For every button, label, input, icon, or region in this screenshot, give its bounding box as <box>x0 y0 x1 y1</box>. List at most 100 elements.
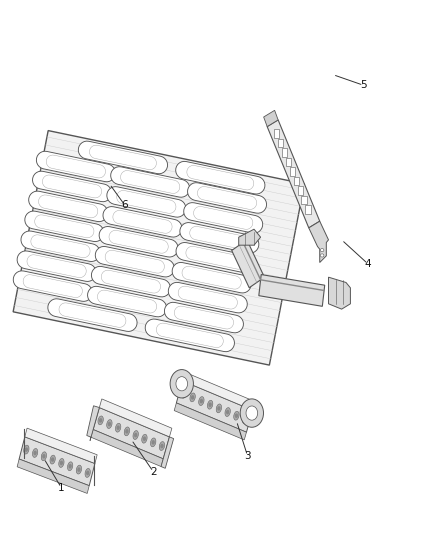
Polygon shape <box>48 299 137 332</box>
Ellipse shape <box>59 458 64 467</box>
Circle shape <box>170 369 194 398</box>
Ellipse shape <box>85 469 90 478</box>
Polygon shape <box>176 243 255 273</box>
Polygon shape <box>232 240 265 288</box>
Text: 6: 6 <box>121 200 128 210</box>
Polygon shape <box>294 176 299 185</box>
Polygon shape <box>309 221 328 263</box>
Polygon shape <box>92 266 170 297</box>
Text: 3: 3 <box>244 451 251 461</box>
Ellipse shape <box>98 416 103 425</box>
Polygon shape <box>103 207 182 237</box>
Ellipse shape <box>41 452 46 461</box>
Ellipse shape <box>208 400 213 409</box>
Polygon shape <box>19 437 95 486</box>
Ellipse shape <box>42 454 46 458</box>
Ellipse shape <box>152 440 155 445</box>
Polygon shape <box>95 246 174 277</box>
Polygon shape <box>168 282 247 313</box>
Text: 2: 2 <box>150 467 157 477</box>
Ellipse shape <box>25 447 28 452</box>
Ellipse shape <box>225 408 230 416</box>
Ellipse shape <box>24 445 29 454</box>
Polygon shape <box>305 205 311 214</box>
Ellipse shape <box>190 393 195 402</box>
Ellipse shape <box>125 429 129 434</box>
Ellipse shape <box>67 462 73 471</box>
Polygon shape <box>99 399 172 437</box>
Ellipse shape <box>159 442 165 450</box>
Ellipse shape <box>216 404 222 413</box>
Polygon shape <box>25 428 97 464</box>
Ellipse shape <box>181 389 187 398</box>
Polygon shape <box>328 277 350 309</box>
Ellipse shape <box>244 417 247 422</box>
Polygon shape <box>13 131 304 365</box>
Ellipse shape <box>117 425 120 430</box>
Polygon shape <box>88 286 166 317</box>
Ellipse shape <box>243 415 248 424</box>
Ellipse shape <box>134 433 138 437</box>
Ellipse shape <box>107 419 112 429</box>
Polygon shape <box>278 139 283 147</box>
Polygon shape <box>13 271 92 301</box>
Ellipse shape <box>76 465 81 474</box>
Polygon shape <box>301 196 307 204</box>
Ellipse shape <box>151 438 156 447</box>
Ellipse shape <box>320 248 324 252</box>
Ellipse shape <box>60 461 63 465</box>
Ellipse shape <box>33 451 37 455</box>
Circle shape <box>246 406 258 420</box>
Polygon shape <box>176 161 265 194</box>
Text: 4: 4 <box>364 259 371 269</box>
Polygon shape <box>174 403 247 440</box>
Polygon shape <box>274 129 279 138</box>
Polygon shape <box>25 211 104 241</box>
Polygon shape <box>164 302 244 333</box>
Polygon shape <box>145 319 234 352</box>
Polygon shape <box>107 187 186 217</box>
Polygon shape <box>172 262 251 293</box>
Polygon shape <box>187 183 267 213</box>
Polygon shape <box>17 251 96 281</box>
Polygon shape <box>161 437 173 469</box>
Polygon shape <box>180 223 259 253</box>
Ellipse shape <box>51 457 54 462</box>
Ellipse shape <box>86 471 89 475</box>
Ellipse shape <box>200 399 203 403</box>
Ellipse shape <box>320 254 324 257</box>
Polygon shape <box>78 141 168 174</box>
Polygon shape <box>297 186 303 195</box>
Polygon shape <box>87 406 99 441</box>
Polygon shape <box>28 191 108 222</box>
Polygon shape <box>184 203 263 233</box>
Ellipse shape <box>160 444 164 448</box>
Ellipse shape <box>226 410 230 414</box>
Ellipse shape <box>191 395 194 400</box>
Polygon shape <box>267 120 320 228</box>
Ellipse shape <box>182 391 186 396</box>
Polygon shape <box>259 274 325 306</box>
Ellipse shape <box>124 427 130 436</box>
Polygon shape <box>177 381 253 432</box>
Ellipse shape <box>77 467 81 472</box>
Ellipse shape <box>217 406 221 410</box>
Polygon shape <box>290 167 295 176</box>
Ellipse shape <box>199 397 204 406</box>
Ellipse shape <box>133 431 138 440</box>
Ellipse shape <box>32 448 38 457</box>
Polygon shape <box>93 408 170 459</box>
Ellipse shape <box>208 402 212 407</box>
Ellipse shape <box>235 414 238 418</box>
Circle shape <box>176 377 187 391</box>
Polygon shape <box>36 151 115 182</box>
Ellipse shape <box>116 423 121 432</box>
Polygon shape <box>286 158 291 166</box>
Text: 5: 5 <box>360 80 367 90</box>
Polygon shape <box>111 167 190 197</box>
Ellipse shape <box>68 464 72 469</box>
Circle shape <box>240 399 264 427</box>
Polygon shape <box>91 430 163 466</box>
Ellipse shape <box>50 455 55 464</box>
Text: 1: 1 <box>58 483 65 492</box>
